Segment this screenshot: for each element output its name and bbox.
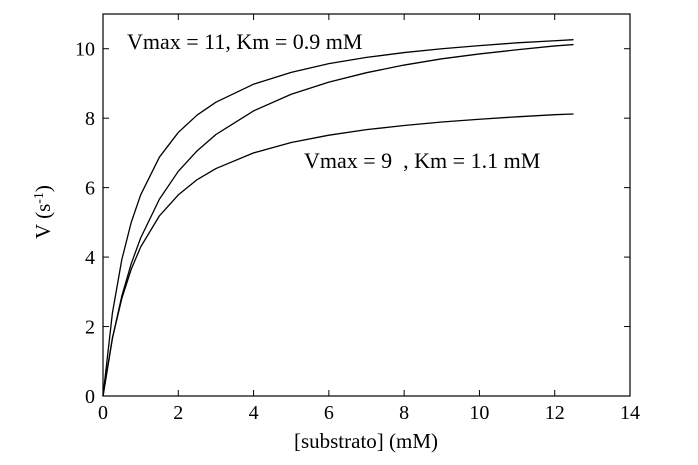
y-tick-label: 6 [85,178,95,200]
plot-area [102,13,631,397]
y-axis-label: V (s-1) [31,185,55,239]
x-tick-label: 2 [173,402,183,424]
series-line-1 [102,39,574,397]
y-tick-label: 2 [85,317,95,339]
x-tick-label: 12 [545,402,565,424]
series-lines [102,39,574,397]
x-tick-label: 8 [399,402,409,424]
x-tick-label: 14 [620,402,640,424]
y-tick-label: 4 [85,247,95,269]
y-axis-label-main: V (s [31,204,55,239]
annotation-upper-curve: Vmax = 11, Km = 0.9 mM [127,29,362,54]
y-tick-label: 8 [85,108,95,130]
y-axis-label-close: ) [31,185,55,192]
annotation-lower-curve: Vmax = 9 , Km = 1.1 mM [304,148,540,173]
y-tick-label: 10 [75,39,95,61]
x-tick-label: 6 [324,402,334,424]
y-axis-label-superscript: -1 [32,192,47,204]
x-tick-label: 10 [469,402,489,424]
series-line-2 [102,43,574,397]
x-axis-label: [substrato] (mM) [294,429,438,453]
tick-marks [102,14,631,397]
y-tick-label: 0 [85,386,95,408]
series-line-3 [102,113,574,397]
tick-labels: 0 2 4 6 8 10 12 14 0 2 4 6 8 10 [75,39,640,424]
x-tick-label: 0 [98,402,108,424]
x-tick-label: 4 [249,402,259,424]
